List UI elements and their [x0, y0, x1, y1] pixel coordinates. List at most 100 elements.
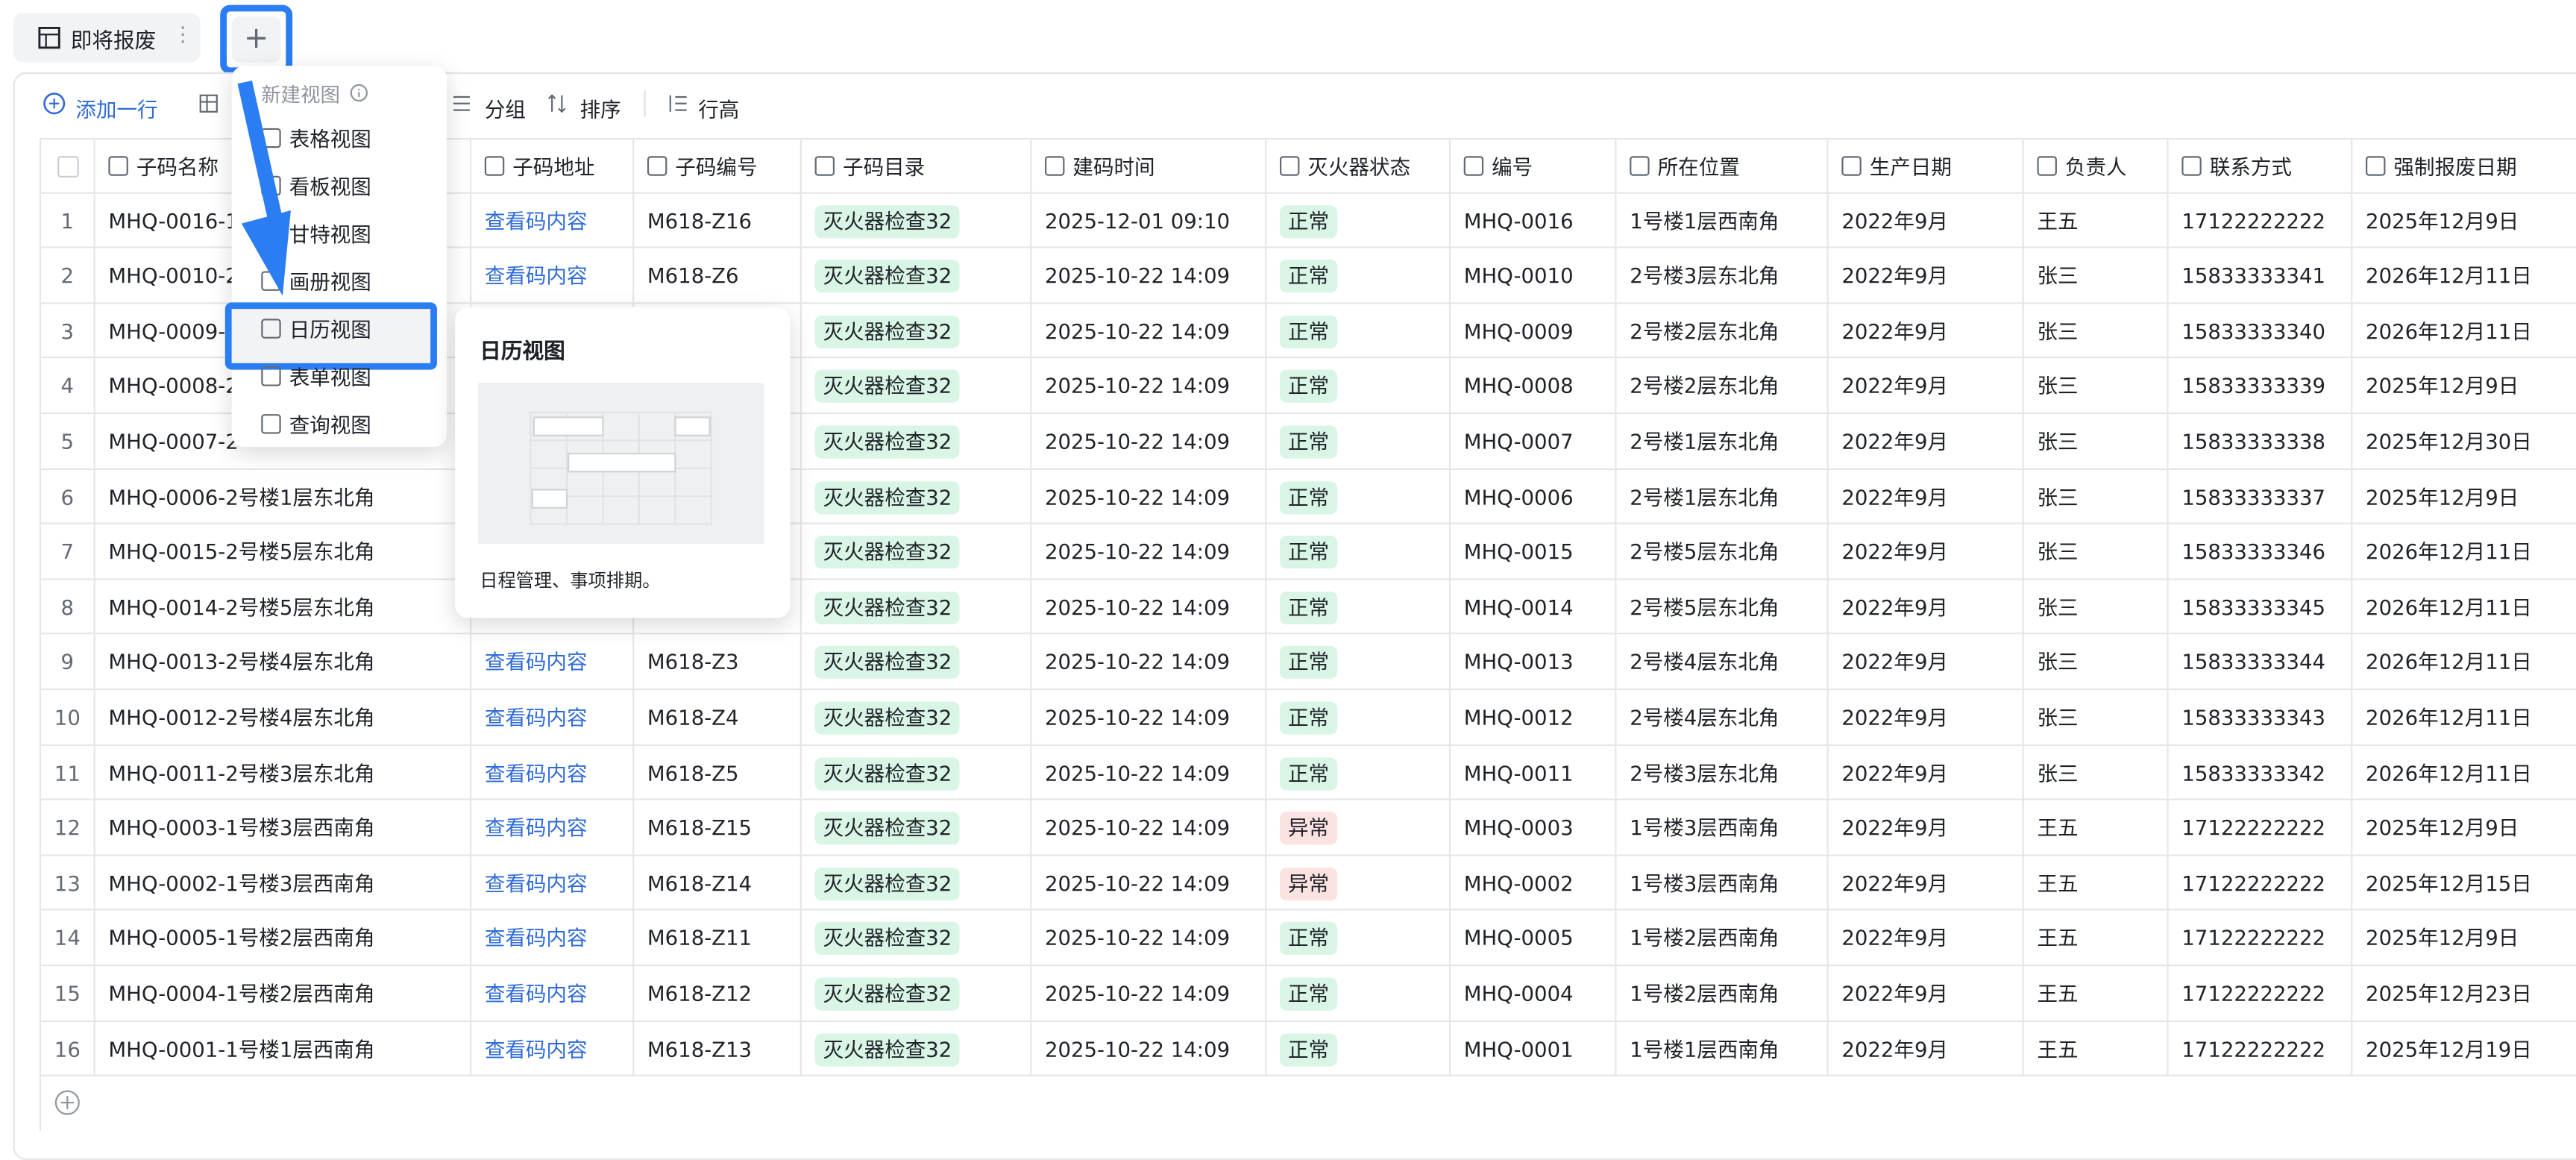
row-height-button[interactable]: 行高	[698, 92, 739, 123]
table-cell: 2022年9月	[1829, 359, 2024, 414]
popover-title: 日历视图	[480, 333, 565, 365]
menu-item[interactable]: 日历视图	[261, 307, 371, 354]
cell-text: M618-Z15	[647, 815, 752, 840]
table-cell: 灭火器检查32	[802, 524, 1031, 580]
field-icon	[2181, 156, 2201, 175]
menu-item-label: 表单视图	[289, 365, 371, 389]
cell-text: 2026年12月11日	[2366, 263, 2532, 288]
row-number: 11	[40, 745, 95, 800]
table-cell: 灭火器检查32	[802, 966, 1031, 1021]
table-cell: 正常	[1266, 911, 1451, 966]
cell-text: 2025-10-22 14:09	[1045, 595, 1230, 619]
table-cell: MHQ-0004-1号楼2层西南角	[95, 966, 471, 1021]
row-number: 13	[40, 856, 95, 911]
status-tag: 正常	[1280, 1033, 1337, 1066]
table-cell: MHQ-0011	[1451, 745, 1616, 800]
table-cell: 1号楼2层西南角	[1617, 966, 1829, 1021]
popover-description: 日程管理、事项排期。	[480, 567, 660, 593]
table-cell: M618-Z15	[634, 800, 802, 856]
table-cell: 2026年12月11日	[2352, 248, 2576, 304]
table-cell: 灭火器检查32	[802, 635, 1031, 690]
row-number: 14	[40, 911, 95, 966]
table-cell: 15833333341	[2169, 248, 2353, 304]
tab-more[interactable]: ⋮	[172, 22, 193, 46]
row-number: 16	[40, 1021, 95, 1076]
code-link[interactable]: 查看码内容	[485, 871, 588, 895]
view-tab[interactable]: 即将报废 ⋮	[13, 13, 201, 63]
cell-text: 2022年9月	[1841, 1036, 1948, 1061]
sort-button[interactable]: 排序	[580, 92, 621, 123]
table-cell: 2025年12月9日	[2352, 193, 2576, 248]
cell-text: 2025-10-22 14:09	[1045, 374, 1230, 398]
table-cell: MHQ-0005	[1451, 911, 1616, 966]
group-button[interactable]: 分组	[485, 92, 526, 123]
table-cell: 2022年9月	[1829, 193, 2024, 248]
cell-text: 2026年12月11日	[2366, 319, 2532, 343]
cell-text: MHQ-0005	[1464, 926, 1574, 950]
menu-item[interactable]: 表单视图	[261, 355, 371, 401]
table-cell: 2025-10-22 14:09	[1031, 800, 1266, 856]
table-cell: 15833333346	[2169, 524, 2353, 580]
table-cell: 查看码内容	[471, 856, 634, 911]
table-cell: MHQ-0012-2号楼4层东北角	[95, 690, 471, 745]
code-link[interactable]: 查看码内容	[485, 1036, 588, 1061]
table-cell: 2026年12月11日	[2352, 690, 2576, 745]
table-cell: 正常	[1266, 690, 1451, 745]
table-cell: 灭火器检查32	[802, 800, 1031, 856]
row-height-icon	[667, 94, 686, 113]
code-link[interactable]: 查看码内容	[485, 263, 588, 288]
field-icon	[485, 156, 504, 175]
table-cell: 灭火器检查32	[802, 580, 1031, 635]
table-cell: 2026年12月11日	[2352, 524, 2576, 580]
cell-text: M618-Z16	[647, 208, 752, 233]
table-cell: 灭火器检查32	[802, 359, 1031, 414]
code-link[interactable]: 查看码内容	[485, 815, 588, 840]
table-cell: 2025-10-22 14:09	[1031, 966, 1266, 1021]
cell-text: 2025年12月9日	[2366, 815, 2519, 840]
row-number: 6	[40, 469, 95, 524]
table-cell: M618-Z13	[634, 1021, 802, 1076]
table-cell: 王五	[2024, 856, 2169, 911]
table-cell: 王五	[2024, 966, 2169, 1021]
calendar-preview	[478, 383, 764, 544]
cell-text: 1号楼1层西南角	[1630, 208, 1779, 233]
table-cell: 2号楼4层东北角	[1617, 635, 1829, 690]
menu-item-label: 查询视图	[289, 413, 371, 437]
table-cell: MHQ-0009	[1451, 304, 1616, 359]
code-link[interactable]: 查看码内容	[485, 208, 588, 233]
menu-item[interactable]: 查询视图	[261, 403, 371, 449]
code-link[interactable]: 查看码内容	[485, 650, 588, 674]
status-tag: 正常	[1280, 647, 1337, 680]
catalog-tag: 灭火器检查32	[815, 592, 961, 624]
add-row-button[interactable]: 添加一行	[75, 92, 157, 123]
code-link[interactable]: 查看码内容	[485, 705, 588, 730]
column-title: 子码目录	[843, 154, 925, 179]
cell-text: 2025年12月9日	[2366, 374, 2519, 398]
row-number: 5	[40, 414, 95, 469]
table-cell: 2号楼4层东北角	[1617, 690, 1829, 745]
table-cell: 张三	[2024, 248, 2169, 304]
cell-text: 1号楼1层西南角	[1630, 1036, 1779, 1061]
code-link[interactable]: 查看码内容	[485, 760, 588, 785]
cell-text: 17122222222	[2181, 815, 2325, 840]
table-cell: 张三	[2024, 580, 2169, 635]
cell-text: 2022年9月	[1841, 871, 1948, 895]
table-cell: 1号楼3层西南角	[1617, 800, 1829, 856]
cell-text: MHQ-0012-2号楼4层东北角	[108, 705, 374, 730]
add-view-button[interactable]: +	[232, 16, 281, 63]
cell-text: 17122222222	[2181, 981, 2325, 1006]
cell-text: 2025年12月15日	[2366, 871, 2532, 895]
add-row-icon[interactable]	[54, 1089, 81, 1115]
table-cell: MHQ-0002	[1451, 856, 1616, 911]
cell-text: MHQ-0007-2	[108, 429, 238, 454]
column-title: 建码时间	[1072, 154, 1155, 179]
table-cell: 张三	[2024, 359, 2169, 414]
cell-text: 2025年12月30日	[2366, 429, 2532, 454]
page: 即将报废 ⋮ + 添加一行 分组 排序 行高 子码名称子码地址子码编号子码目录建…	[0, 0, 2576, 1135]
row-number: 1	[40, 193, 95, 248]
table-cell: 2号楼5层东北角	[1617, 524, 1829, 580]
code-link[interactable]: 查看码内容	[485, 981, 588, 1006]
cell-text: 2025年12月9日	[2366, 208, 2519, 233]
cell-text: 张三	[2037, 760, 2078, 785]
code-link[interactable]: 查看码内容	[485, 926, 588, 950]
